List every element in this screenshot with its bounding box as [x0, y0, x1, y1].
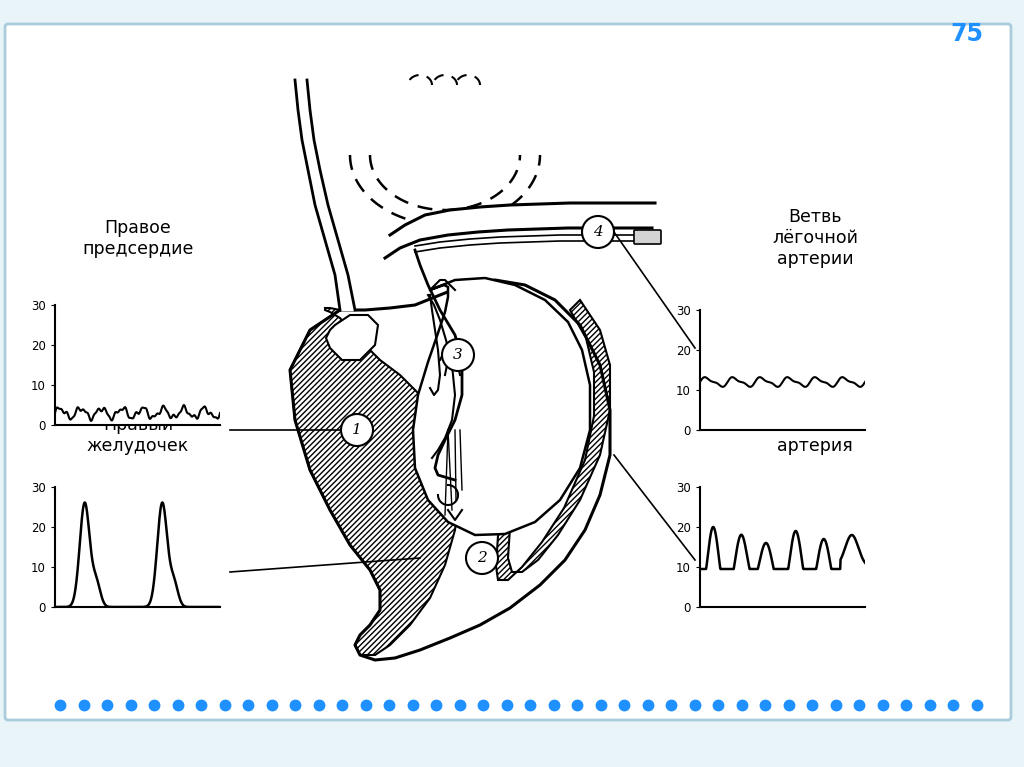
- Circle shape: [466, 542, 498, 574]
- Text: Правый
желудочек: Правый желудочек: [87, 416, 189, 455]
- Polygon shape: [496, 300, 610, 580]
- Text: Ветвь
лёгочной
артерии: Ветвь лёгочной артерии: [772, 209, 858, 268]
- Text: 3: 3: [454, 348, 463, 362]
- Polygon shape: [290, 308, 460, 655]
- Text: 2: 2: [477, 551, 486, 565]
- Polygon shape: [326, 315, 378, 360]
- FancyBboxPatch shape: [5, 24, 1011, 720]
- FancyBboxPatch shape: [634, 230, 662, 244]
- Circle shape: [442, 339, 474, 371]
- Text: 75: 75: [950, 22, 983, 46]
- Circle shape: [582, 216, 614, 248]
- Text: Правое
предсердие: Правое предсердие: [82, 219, 194, 258]
- Circle shape: [341, 414, 373, 446]
- Text: Лёгочная
артерия: Лёгочная артерия: [771, 416, 858, 455]
- Polygon shape: [413, 278, 590, 535]
- Text: 1: 1: [352, 423, 361, 437]
- Text: 4: 4: [593, 225, 603, 239]
